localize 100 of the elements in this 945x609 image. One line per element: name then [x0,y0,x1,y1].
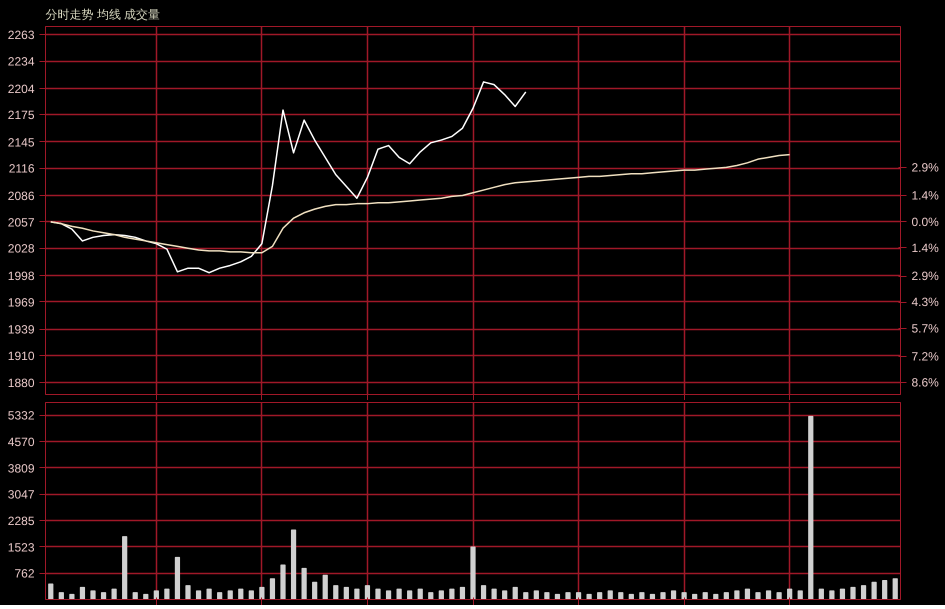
bar [766,590,772,600]
y-tick-label: 1998 [8,268,35,283]
bar [364,585,370,600]
bar [502,590,508,600]
bar [713,594,718,600]
y-tick-label: 2145 [8,135,35,150]
bar [798,590,803,600]
bar [143,594,148,600]
bar [58,592,64,600]
bar [523,592,528,600]
bar [196,590,202,600]
y-tick-label: 762 [14,566,35,581]
bar [724,592,729,600]
bar [492,588,497,600]
bar [418,588,423,600]
y-tick-label: 1910 [8,348,35,363]
bar [438,590,444,600]
bar [660,592,666,600]
y-tick-label: 2285 [8,514,35,528]
y2-tick-label: 5.7% [912,321,940,336]
bar [290,530,296,600]
bar [344,586,349,600]
bar [396,588,402,600]
bar [460,586,466,600]
y2-tick-label: 4.3% [912,295,940,310]
y2-tick-label: 1.4% [912,240,940,255]
bar [734,590,740,600]
bar [112,588,117,600]
bar [787,588,792,600]
y-tick-label: 3809 [8,461,35,476]
bar [470,546,476,600]
bar [270,578,276,600]
bar [90,590,96,600]
bar [744,588,750,600]
bar [892,578,898,600]
bar [185,585,191,600]
bar [164,588,170,600]
bar [618,592,624,600]
y2-tick-label: 8.6% [912,376,940,390]
bar [534,590,539,600]
bar [217,592,222,600]
y-tick-label: 1880 [8,376,35,390]
bar [354,588,360,600]
bar [608,590,613,600]
y-tick-label: 2057 [8,215,35,230]
bar [100,592,106,600]
bar [850,586,856,600]
bar [428,592,434,600]
y-tick-label: 2175 [8,108,35,122]
bar [322,574,328,600]
bar [882,580,888,600]
bar [872,582,877,600]
y2-tick-label: 2.9% [912,160,940,175]
y2-tick-label: 1.4% [912,188,940,203]
bar [818,588,824,600]
bar [375,588,381,600]
bar [312,582,318,600]
line-series [50,154,790,254]
bar [302,568,307,600]
y2-tick-label: 7.2% [912,349,940,364]
bar [597,592,602,600]
bar [829,590,834,600]
bar [628,594,634,600]
bar [333,585,338,600]
y-tick-label: 1523 [8,540,35,554]
bar [206,588,212,600]
bar [132,592,138,600]
y-tick-label: 2204 [8,82,35,96]
bar [48,583,54,600]
bar [512,586,518,600]
bar [259,586,264,600]
bar [174,556,180,600]
bar [122,536,128,600]
y-tick-label: 2028 [8,242,35,256]
bar [238,588,244,600]
bar [565,592,571,600]
bar [860,585,866,600]
chart-title: 分时走势 均线 成交量 [46,8,160,22]
y-tick-label: 2263 [8,28,35,42]
y-tick-label: 2116 [8,162,35,176]
bar [248,590,254,600]
bar [702,592,708,600]
bar [80,586,86,600]
bar [480,585,486,600]
bar [386,590,392,600]
bar [280,564,286,600]
bar [544,592,550,600]
y-tick-label: 2234 [8,54,35,69]
y2-tick-label: 2.9% [912,269,940,284]
bar [670,590,676,600]
y-tick-label: 2086 [8,189,35,204]
bar [639,592,644,600]
y-tick-label: 3047 [8,488,35,502]
y-tick-label: 1939 [8,322,35,337]
bar [776,592,782,600]
y-tick-label: 4570 [8,435,35,450]
y-tick-label: 5332 [8,408,35,423]
bar [154,590,159,600]
bar [407,590,412,600]
y-tick-label: 1969 [8,295,35,310]
